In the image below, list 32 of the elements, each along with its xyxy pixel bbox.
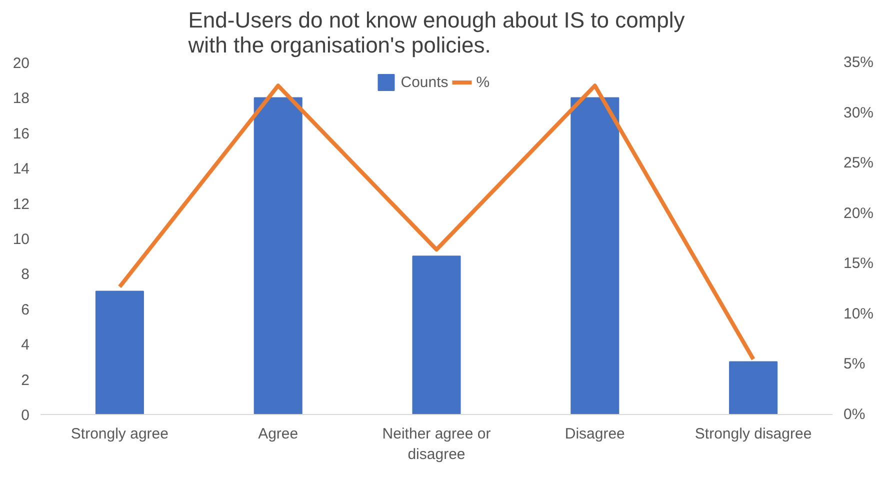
y2-tick-label: 0% [844, 406, 866, 423]
x-tick-label: Agree [258, 426, 298, 442]
y-tick-label: 14 [12, 160, 30, 178]
y-tick-label: 10 [12, 231, 30, 248]
bar [729, 361, 778, 414]
y-tick-label: 20 [12, 55, 30, 72]
y-tick-label: 16 [12, 125, 30, 142]
x-tick-label: Disagree [564, 426, 625, 442]
y-tick-label: 6 [21, 301, 30, 318]
legend-label: % [476, 74, 491, 90]
bar [95, 290, 144, 414]
legend-label: Counts [400, 74, 448, 90]
y-tick-label: 4 [21, 336, 30, 354]
y2-tick-label: 25% [844, 154, 874, 172]
y-tick-label: 18 [12, 90, 30, 108]
y2-tick-label: 35% [844, 54, 874, 71]
y-tick-label: 0 [21, 407, 30, 424]
y-tick-label: 8 [21, 266, 30, 284]
bar [570, 97, 620, 414]
x-tick-label: Strongly disagree [694, 426, 812, 442]
x-tick-label: Strongly agree [70, 426, 168, 442]
y2-tick-label: 5% [844, 356, 866, 373]
bar [254, 97, 302, 414]
y2-tick-label: 15% [844, 255, 874, 272]
y2-tick-label: 30% [844, 104, 874, 122]
x-tick-label: Neither agree or disagree [382, 426, 491, 463]
chart-title: End-Users do not know enough about IS to comply with the organisation's policies. [187, 8, 685, 58]
y-tick-label: 12 [12, 196, 30, 213]
bar [412, 256, 461, 414]
y2-tick-label: 10% [844, 305, 874, 322]
y2-tick-label: 20% [844, 204, 874, 222]
y-tick-label: 2 [21, 372, 30, 389]
